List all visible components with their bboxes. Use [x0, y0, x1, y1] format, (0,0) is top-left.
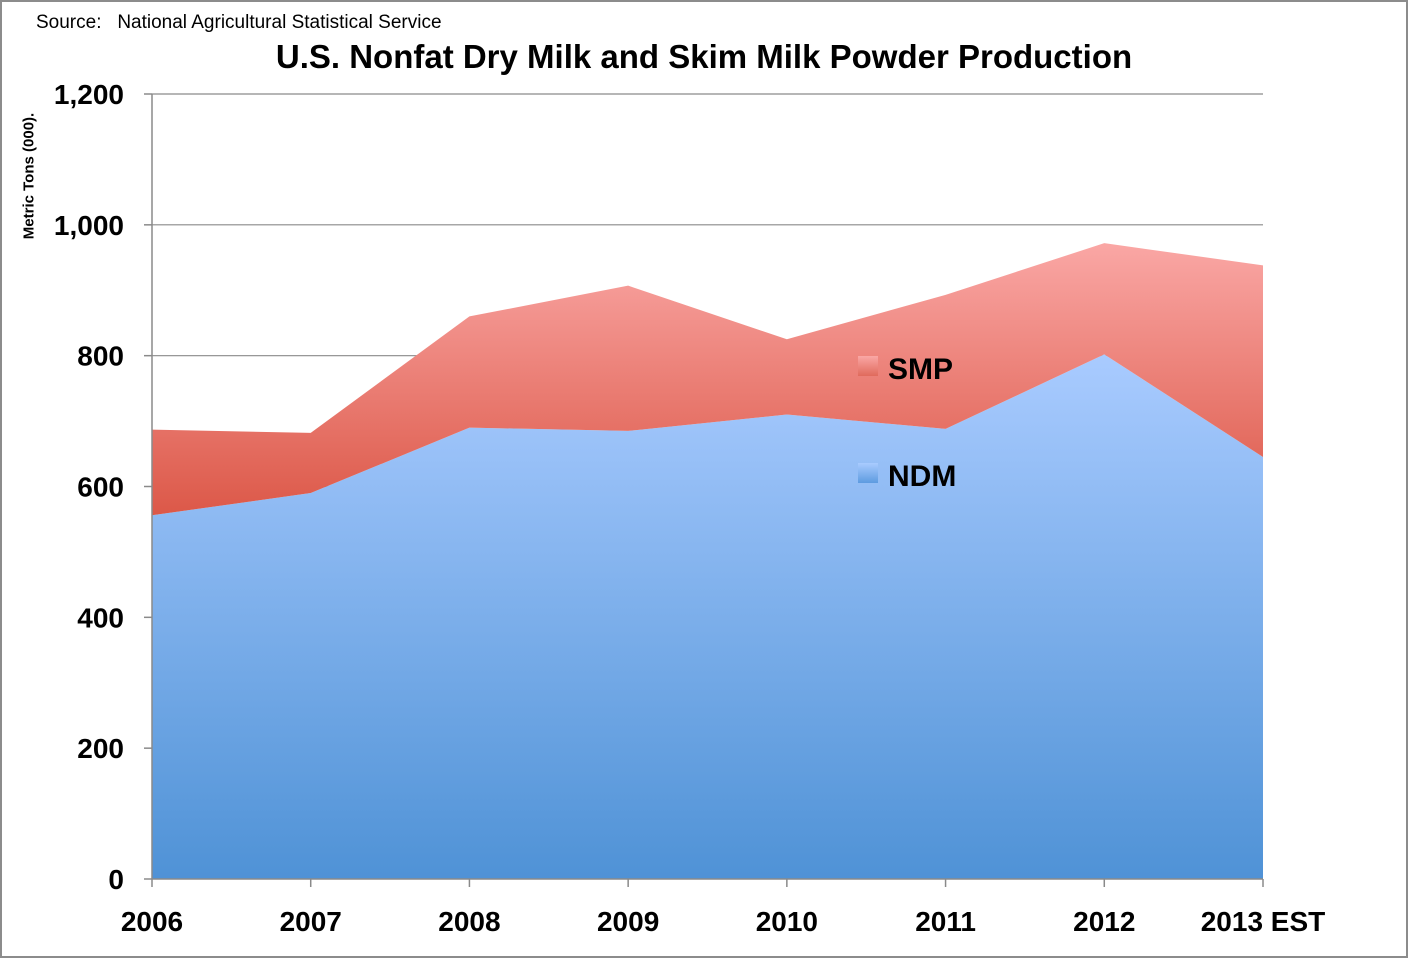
- y-tick-label-1000: 1,000: [54, 210, 124, 241]
- source-note: Source: National Agricultural Statistica…: [36, 12, 442, 33]
- y-tick-label-0: 0: [108, 864, 124, 895]
- y-tick-label-200: 200: [77, 733, 124, 764]
- x-tick-label-2: 2008: [438, 906, 500, 937]
- x-tick-label-7: 2013 EST: [1201, 906, 1326, 937]
- axes: 0 200 400 600 800 1,000 1,200 2006 2007 2008 2009 2…: [54, 79, 1325, 937]
- x-tick-label-5: 2011: [915, 906, 976, 937]
- legend: SMP NDM: [858, 353, 956, 493]
- area-series: [152, 243, 1263, 879]
- legend-swatch-ndm: [858, 463, 878, 483]
- y-tick-label-1200: 1,200: [54, 79, 124, 110]
- x-tick-label-4: 2010: [756, 906, 818, 937]
- y-tick-label-800: 800: [77, 341, 124, 372]
- y-tick-label-600: 600: [77, 472, 124, 503]
- x-tick-label-6: 2012: [1073, 906, 1135, 937]
- legend-swatch-smp: [858, 356, 878, 376]
- y-tick-label-400: 400: [77, 602, 124, 633]
- chart-title: U.S. Nonfat Dry Milk and Skim Milk Powde…: [275, 38, 1133, 75]
- legend-label-ndm: NDM: [888, 460, 956, 493]
- x-tick-label-1: 2007: [280, 906, 342, 937]
- area-smp: [152, 243, 1263, 516]
- legend-label-smp: SMP: [888, 353, 953, 386]
- x-tick-label-0: 2006: [121, 906, 183, 937]
- area-ndm: [152, 354, 1263, 879]
- x-tick-label-3: 2009: [597, 906, 659, 937]
